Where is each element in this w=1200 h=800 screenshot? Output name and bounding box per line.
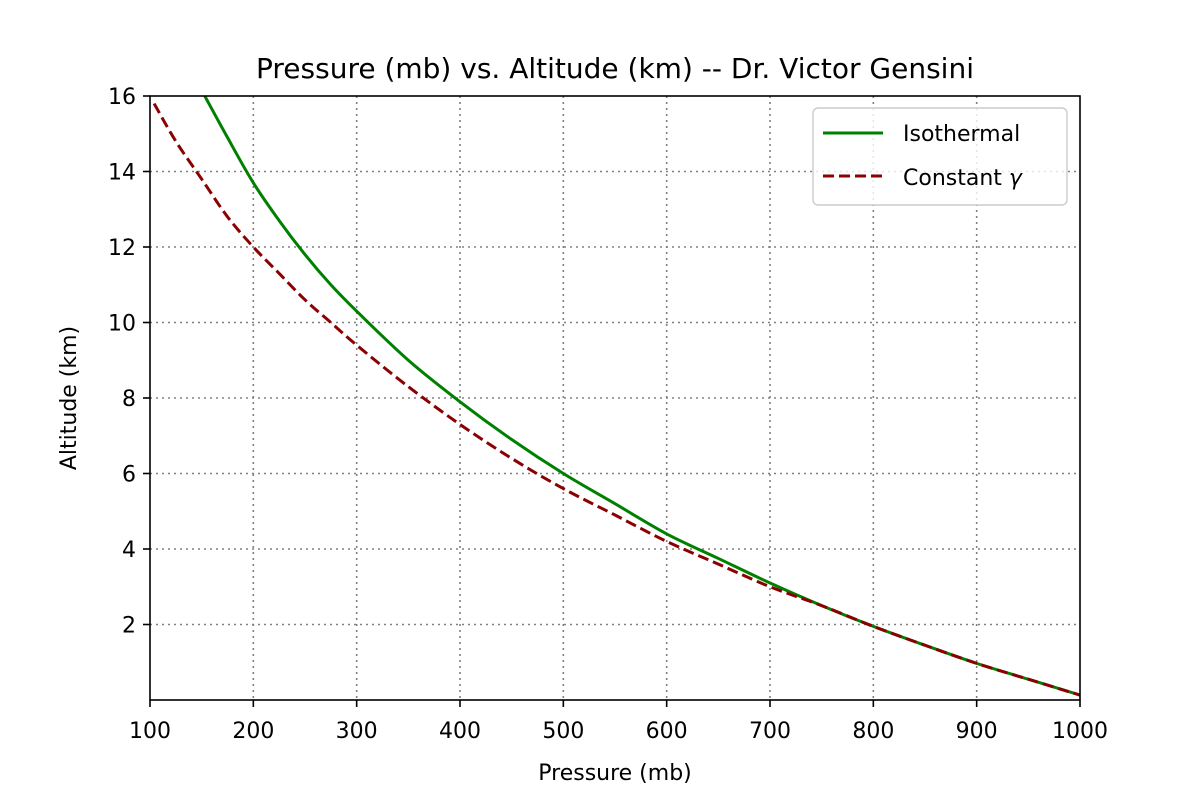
x-tick-label: 1000: [1052, 719, 1108, 744]
legend-label-constant-gamma: Constant γ: [903, 166, 1023, 191]
y-tick-label: 14: [108, 161, 136, 186]
x-tick-label: 700: [749, 719, 791, 744]
series-line-constant-gamma: [152, 102, 1081, 697]
y-tick-label: 10: [108, 312, 136, 337]
legend: Isothermal Constant γ: [812, 107, 1068, 206]
x-tick-label: 800: [852, 719, 894, 744]
axis-ticks: 100 200 300 400 500 600 700 800 900 1000 2 4 6 8 10 12 1…: [108, 85, 1108, 744]
y-tick-label: 2: [122, 614, 136, 639]
x-tick-label: 300: [336, 719, 378, 744]
y-tick-label: 12: [108, 236, 136, 261]
legend-label-isothermal: Isothermal: [903, 122, 1020, 147]
x-tick-label: 900: [956, 719, 998, 744]
gamma-symbol: γ: [1009, 166, 1023, 191]
y-tick-label: 16: [108, 85, 136, 110]
legend-label-constant-text: Constant: [903, 166, 1009, 191]
x-tick-label: 200: [232, 719, 274, 744]
x-tick-label: 600: [646, 719, 688, 744]
series-group: [152, 95, 1081, 697]
y-tick-label: 6: [122, 463, 136, 488]
x-tick-label: 400: [439, 719, 481, 744]
y-tick-label: 4: [122, 538, 136, 563]
y-axis-label: Altitude (km): [57, 326, 82, 470]
y-tick-label: 8: [122, 387, 136, 412]
x-tick-label: 100: [129, 719, 171, 744]
x-axis-label: Pressure (mb): [538, 761, 692, 786]
x-tick-label: 500: [542, 719, 584, 744]
chart-title: Pressure (mb) vs. Altitude (km) -- Dr. V…: [256, 52, 974, 85]
